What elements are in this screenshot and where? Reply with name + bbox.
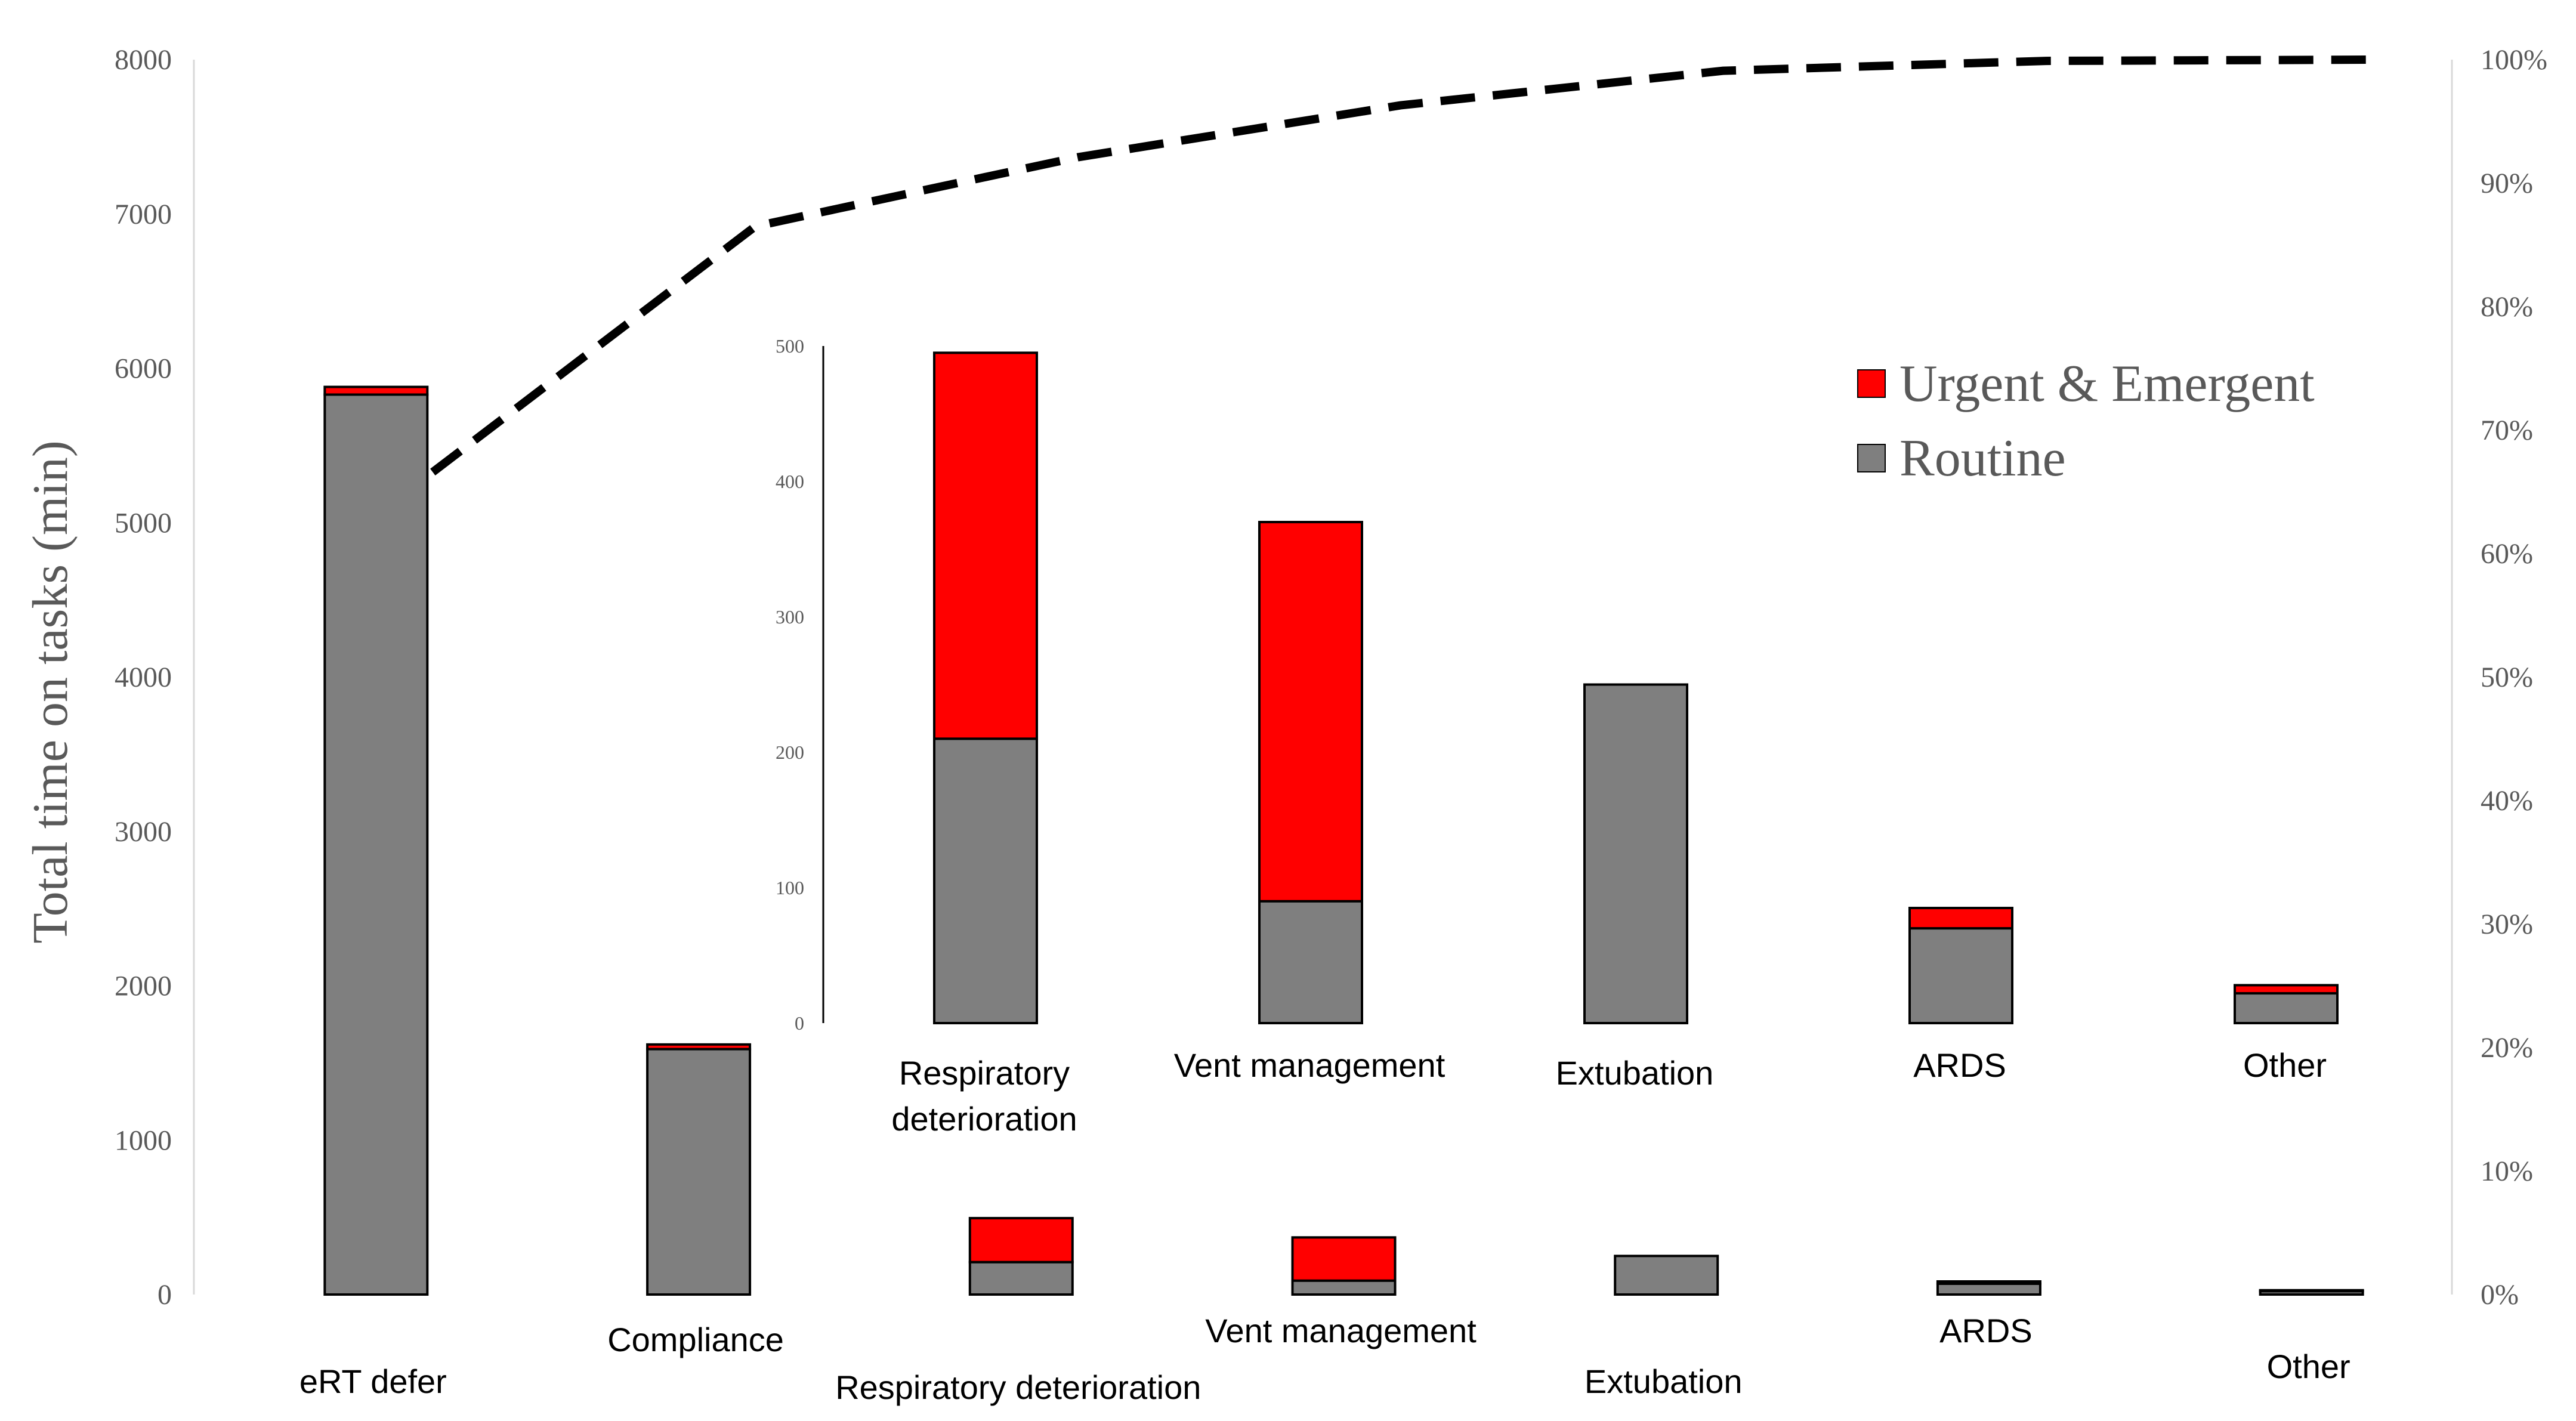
inset-bar-routine xyxy=(1258,900,1363,1024)
bar-routine xyxy=(1291,1279,1397,1296)
inset-category-label: Vent management xyxy=(1174,1046,1445,1084)
left-tick-label: 7000 xyxy=(115,199,172,230)
inset-category-label: Extubation xyxy=(1556,1054,1714,1092)
legend-label-routine: Routine xyxy=(1899,430,2066,487)
right-tick-label: 70% xyxy=(2481,415,2533,446)
inset-bar-urgent xyxy=(2234,984,2339,995)
left-tick-label: 6000 xyxy=(115,353,172,385)
bar-urgent xyxy=(2259,1289,2364,1293)
category-label: Other xyxy=(2267,1348,2350,1385)
inset-bar-routine xyxy=(1583,683,1688,1024)
inset-tick-label: 300 xyxy=(776,606,804,628)
inset-tick-label: 200 xyxy=(776,742,804,763)
main-bars xyxy=(323,385,2364,1296)
right-tick-label: 90% xyxy=(2481,168,2533,199)
bar-urgent xyxy=(968,1216,1074,1264)
inset-bar-routine xyxy=(933,737,1038,1025)
right-tick-label: 30% xyxy=(2481,909,2533,940)
inset-category-label: ARDS xyxy=(1913,1046,2006,1084)
inset-bar-routine xyxy=(1908,927,2013,1024)
inset-bar-urgent xyxy=(1908,907,2013,930)
right-tick-label: 40% xyxy=(2481,785,2533,817)
left-tick-label: 0 xyxy=(157,1279,172,1311)
right-tick-label: 50% xyxy=(2481,662,2533,693)
left-tick-label: 4000 xyxy=(115,662,172,693)
inset-category-label: deterioration xyxy=(891,1100,1077,1138)
right-tick-label: 60% xyxy=(2481,538,2533,570)
right-tick-label: 0% xyxy=(2481,1279,2519,1311)
bar-routine xyxy=(1614,1255,1719,1296)
right-tick-label: 10% xyxy=(2481,1156,2533,1187)
right-tick-label: 100% xyxy=(2481,44,2547,76)
bar-routine xyxy=(968,1261,1074,1296)
cumulative-percent-line xyxy=(430,55,2368,475)
bar-urgent xyxy=(323,385,429,396)
inset-bar-urgent xyxy=(933,351,1038,740)
left-tick-label: 8000 xyxy=(115,44,172,76)
legend-swatch-routine xyxy=(1857,444,1886,472)
bar-routine xyxy=(646,1048,752,1296)
left-tick-label: 3000 xyxy=(115,816,172,848)
inset-category-label: Other xyxy=(2243,1046,2327,1084)
inset-tick-label: 100 xyxy=(776,877,804,898)
category-label: Vent management xyxy=(1205,1312,1477,1349)
legend: Urgent & Emergent Routine xyxy=(1857,355,2315,487)
category-label: ARDS xyxy=(1939,1312,2033,1349)
bar-routine xyxy=(323,393,429,1296)
inset-axes: 0 100 200 300 400 500 xyxy=(776,335,824,1034)
inset-category-label: Respiratory xyxy=(899,1054,1070,1092)
legend-label-urgent: Urgent & Emergent xyxy=(1899,355,2315,413)
inset-bar-urgent xyxy=(1258,521,1363,903)
inset-bars: Respiratory deterioration Vent management E… xyxy=(891,351,2339,1138)
bar-urgent xyxy=(1936,1280,2041,1285)
category-label: Respiratory deterioration xyxy=(835,1369,1201,1406)
left-tick-label: 5000 xyxy=(115,507,172,539)
category-label: eRT defer xyxy=(299,1363,447,1400)
bar-urgent xyxy=(646,1043,752,1051)
category-labels: eRT defer Compliance Respiratory deteriora… xyxy=(299,1312,2350,1406)
category-label: Extubation xyxy=(1584,1363,1743,1400)
category-label: Compliance xyxy=(607,1321,784,1358)
bar-urgent xyxy=(1291,1236,1397,1282)
legend-swatch-urgent xyxy=(1857,369,1886,398)
right-tick-label: 20% xyxy=(2481,1032,2533,1064)
inset-tick-label: 500 xyxy=(776,335,804,357)
cumulative-line-group xyxy=(430,55,2368,475)
right-tick-label: 80% xyxy=(2481,291,2533,323)
left-tick-label: 1000 xyxy=(115,1125,172,1156)
bar-routine xyxy=(1936,1282,2041,1296)
y-axis-title: Total time on tasks (min) xyxy=(23,440,78,943)
main-axes: 0100020003000400050006000700080000%10%20… xyxy=(115,44,2547,1311)
inset-tick-label: 0 xyxy=(795,1012,804,1034)
inset-bar-routine xyxy=(2234,992,2339,1025)
inset-tick-label: 400 xyxy=(776,471,804,492)
left-tick-label: 2000 xyxy=(115,971,172,1002)
